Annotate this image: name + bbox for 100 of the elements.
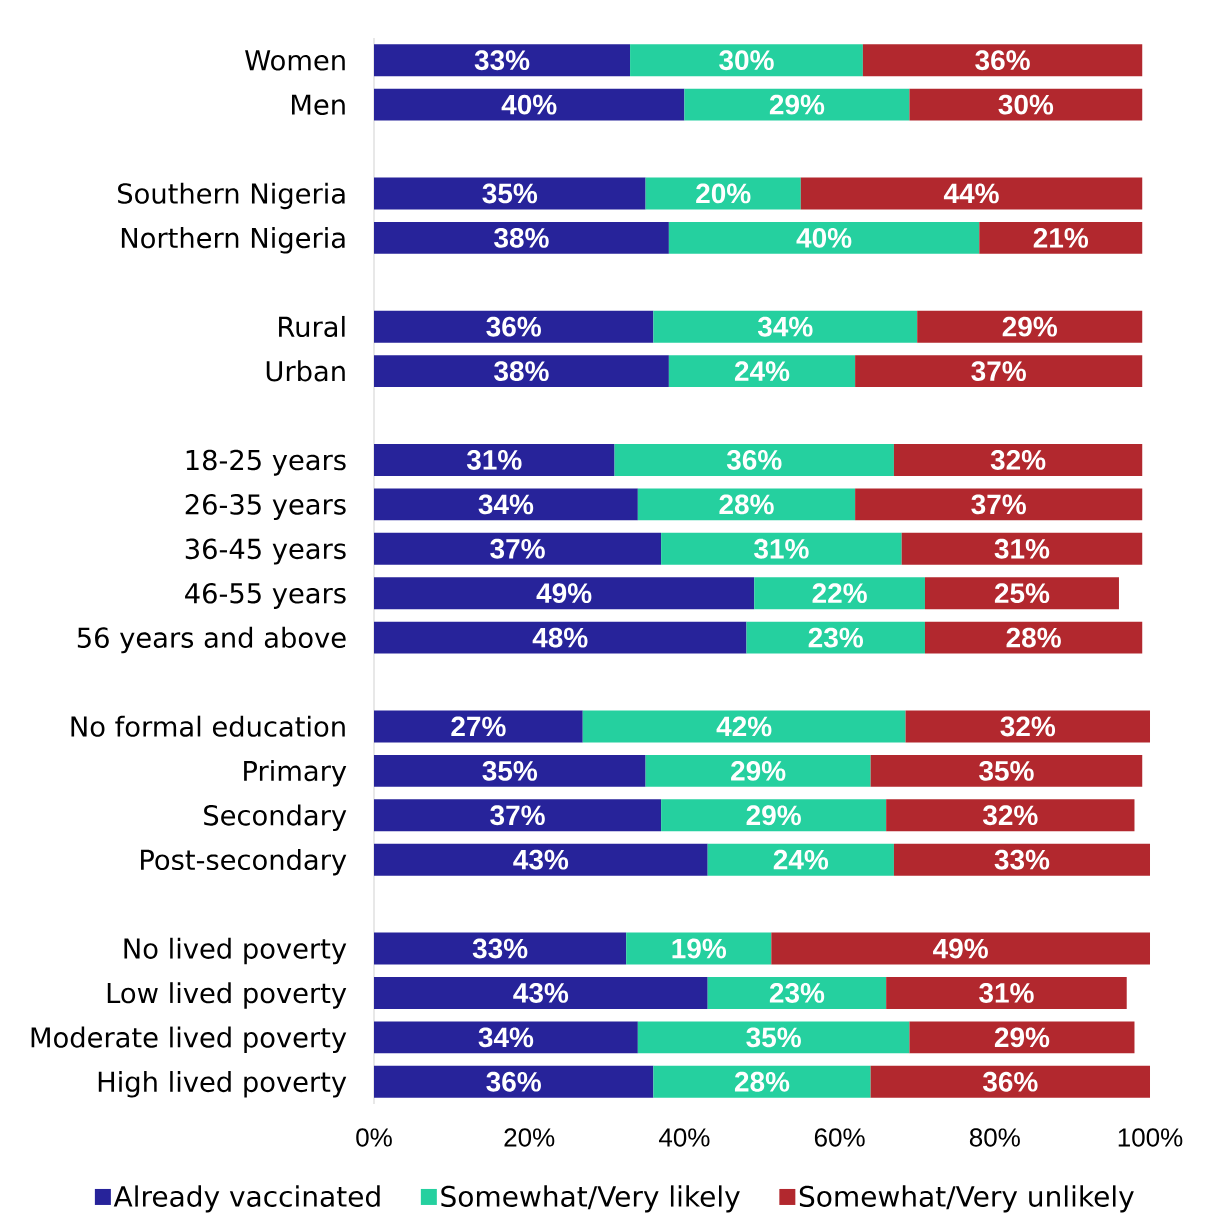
bar [924,621,1143,654]
data-label: 27% [451,716,506,737]
bar [668,221,980,254]
y-tick-label: Primary [244,760,347,787]
bar [979,221,1143,254]
data-label: 43% [513,983,569,1003]
bar [637,1021,910,1054]
data-label: 33% [994,849,1050,870]
data-label: 48% [532,627,588,648]
bar [653,1065,871,1098]
bar [909,88,1143,121]
bar [374,443,615,476]
data-label: 28% [1006,627,1061,648]
data-label: 35% [482,760,538,781]
y-tick-label: No lived poverty [124,937,347,965]
y-tick-label: Southern Nigeria [118,182,345,210]
x-tick-label: 100% [1118,1128,1183,1147]
bar [374,88,685,121]
bar [746,621,925,654]
bar [374,1065,654,1098]
bar [862,44,1143,77]
data-label: 35% [482,183,538,204]
bar [374,976,708,1009]
x-tick-label: 20% [504,1128,555,1147]
y-tick-label: High lived poverty [98,1071,347,1098]
bar [870,754,1143,787]
data-label: 23% [769,983,825,1003]
data-label: 40% [501,94,557,115]
data-label: 23% [808,627,863,648]
data-label: 22% [812,583,867,604]
y-tick-label: No formal education [71,715,345,737]
data-label: 31% [466,450,522,470]
legend-label: Already vaccinated [113,1185,380,1213]
data-label: 35% [979,760,1034,781]
data-label: 31% [994,538,1050,559]
data-label: 49% [933,938,988,959]
data-label: 30% [998,94,1054,115]
bar [668,355,856,388]
data-label: 24% [773,849,829,870]
y-tick-label: Secondary [204,804,347,831]
data-label: 43% [513,849,569,870]
y-tick-label: Post-secondary [141,848,347,876]
data-label: 35% [746,1027,801,1048]
bar [855,488,1143,521]
bar [374,843,708,876]
y-tick-label: 56 years and above [77,626,346,654]
y-tick-label: Men [292,94,345,116]
bar [707,843,894,876]
x-tick-label: 80% [969,1128,1020,1147]
bar [626,932,772,965]
data-label: 32% [990,450,1046,470]
data-label: 28% [734,1071,790,1092]
data-label: 29% [731,760,786,781]
data-label: 36% [486,1071,541,1092]
data-label: 42% [716,716,772,737]
bar [893,843,1150,876]
x-tick-label: 0% [356,1128,392,1147]
bar [374,221,669,254]
bar [886,976,1127,1009]
data-label: 40% [796,227,852,248]
data-label: 37% [971,361,1026,382]
y-tick-label: Rural [279,315,345,338]
bar [870,1065,1150,1098]
data-label: 19% [672,938,727,959]
bar [374,710,583,743]
legend-label: Somewhat/Very likely [441,1185,740,1213]
data-label: 31% [979,983,1034,1003]
bar [630,44,863,77]
y-tick-label: 26-35 years [185,494,346,521]
bar [855,355,1143,388]
data-label: 38% [494,361,549,382]
bar [684,88,910,121]
bar [909,1021,1135,1054]
data-label: 37% [490,538,545,559]
bar [374,488,638,521]
data-label: 34% [478,494,534,515]
y-tick-label: Urban [266,360,345,382]
bar [374,44,631,77]
y-tick-label: Northern Nigeria [121,227,345,254]
data-label: 28% [719,494,774,515]
y-tick-label: 18-25 years [186,449,346,476]
bar [645,177,801,210]
bar [374,754,646,787]
data-label: 44% [943,183,999,204]
data-label: 36% [982,1071,1038,1092]
y-tick-label: Moderate lived poverty [31,1026,347,1054]
data-label: 36% [486,316,541,337]
data-label: 25% [994,583,1050,604]
bar [582,710,906,743]
bar [886,799,1135,832]
data-label: 36% [975,50,1030,71]
bar [374,310,654,343]
bar [653,310,918,343]
bar [924,577,1119,610]
bar [614,443,894,476]
legend-label: Somewhat/Very unlikely [799,1185,1134,1213]
bar [374,355,669,388]
data-label: 36% [726,450,782,470]
data-label: 33% [474,50,530,71]
bar [374,177,646,210]
